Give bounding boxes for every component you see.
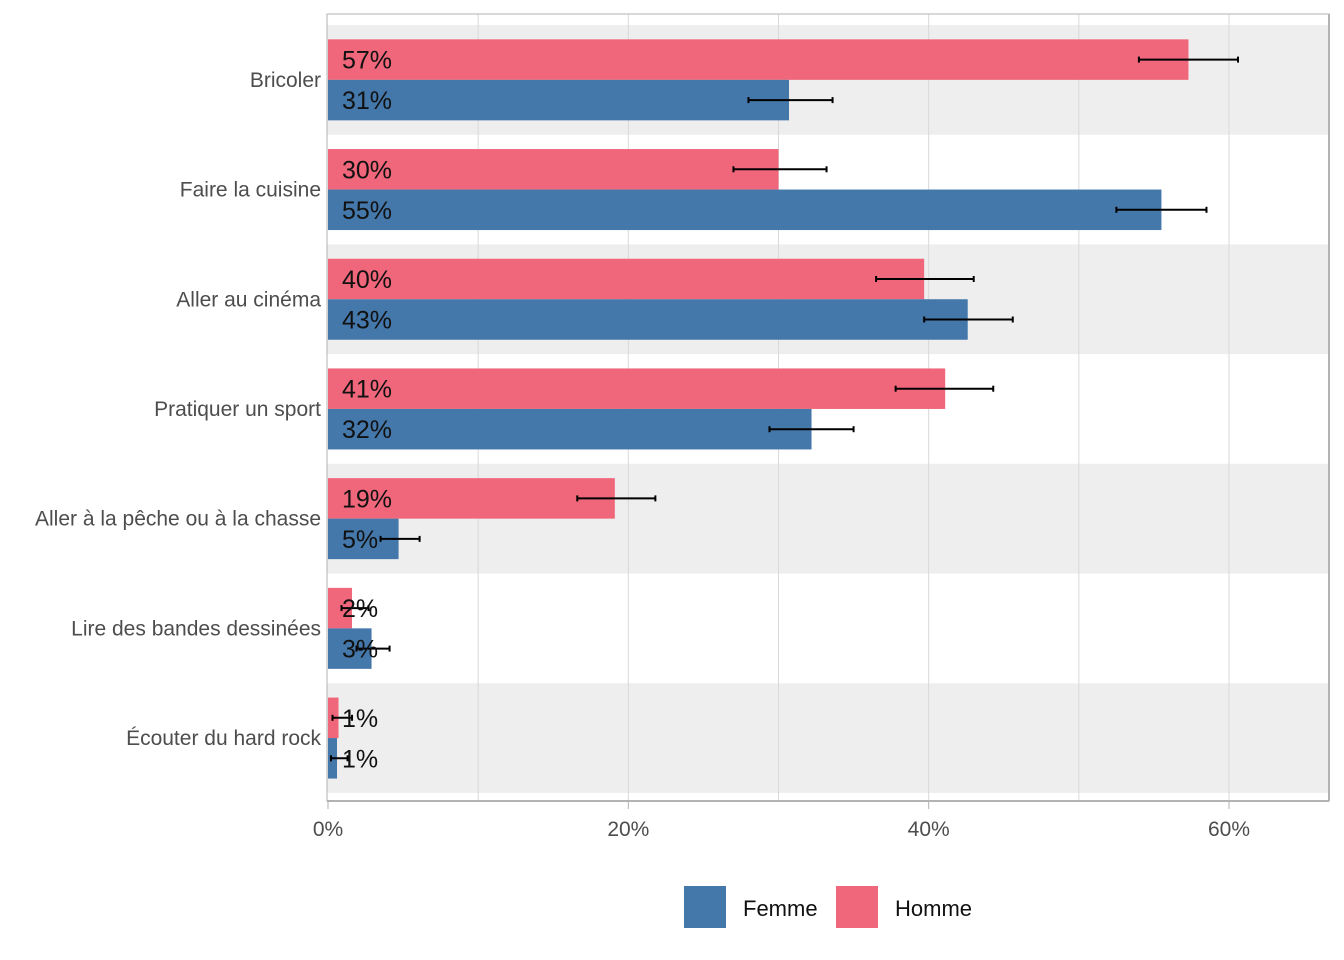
bar-femme bbox=[328, 299, 968, 340]
bars bbox=[328, 39, 1189, 779]
bar-value-label: 3% bbox=[342, 636, 378, 664]
bar-value-label: 30% bbox=[342, 156, 392, 184]
bar-homme bbox=[328, 478, 615, 519]
x-tick-label: 40% bbox=[908, 818, 950, 841]
bar-value-label: 57% bbox=[342, 47, 392, 75]
legend: Femme Homme bbox=[684, 886, 972, 928]
category-label: Aller au cinéma bbox=[176, 288, 321, 311]
y-axis-labels: Bricoler Faire la cuisine Aller au cinéma P… bbox=[35, 69, 322, 750]
bar-value-label: 1% bbox=[342, 745, 378, 773]
bar-homme bbox=[328, 258, 925, 300]
bar-femme bbox=[328, 79, 790, 121]
legend-item-homme: Homme bbox=[836, 886, 972, 928]
bar-value-label: 55% bbox=[342, 197, 392, 225]
category-label: Aller à la pêche ou à la chasse bbox=[35, 508, 321, 531]
category-label: Bricoler bbox=[250, 69, 321, 92]
legend-label: Homme bbox=[895, 896, 972, 921]
category-band bbox=[327, 683, 1329, 793]
bar-femme bbox=[328, 408, 812, 450]
bar-homme bbox=[328, 39, 1189, 80]
bar-value-label: 40% bbox=[342, 266, 392, 294]
category-label: Pratiquer un sport bbox=[154, 398, 321, 421]
bar-value-label: 1% bbox=[342, 705, 378, 733]
category-label: Faire la cuisine bbox=[180, 179, 321, 202]
bar-value-label: 31% bbox=[342, 87, 392, 115]
bar-value-label: 32% bbox=[342, 416, 392, 444]
axes bbox=[326, 13, 1330, 809]
error-bars bbox=[330, 56, 1240, 762]
bar-value-label: 5% bbox=[342, 526, 378, 554]
bar-homme bbox=[328, 368, 946, 409]
bar-femme bbox=[328, 189, 1162, 231]
legend-item-femme: Femme bbox=[684, 886, 818, 928]
bar-value-label: 43% bbox=[342, 307, 392, 335]
x-tick-label: 60% bbox=[1208, 818, 1250, 841]
bar-value-label: 2% bbox=[342, 595, 378, 623]
category-label: Lire des bandes dessinées bbox=[71, 617, 321, 640]
bar-labels: 57% 31% 30% 55% 40% 43% 41% 32% 19% 5% 2% 3% 1% 1% bbox=[342, 47, 392, 774]
x-axis-labels: 0% 20% 40% 60% bbox=[313, 818, 1250, 841]
legend-swatch bbox=[684, 886, 726, 928]
bar-homme bbox=[328, 149, 779, 190]
category-label: Écouter du hard rock bbox=[126, 727, 321, 750]
x-tick-label: 0% bbox=[313, 818, 343, 841]
legend-label: Femme bbox=[743, 896, 818, 921]
x-tick-label: 20% bbox=[607, 818, 649, 841]
bar-value-label: 41% bbox=[342, 376, 392, 404]
legend-swatch bbox=[836, 886, 878, 928]
bar-value-label: 19% bbox=[342, 485, 392, 513]
